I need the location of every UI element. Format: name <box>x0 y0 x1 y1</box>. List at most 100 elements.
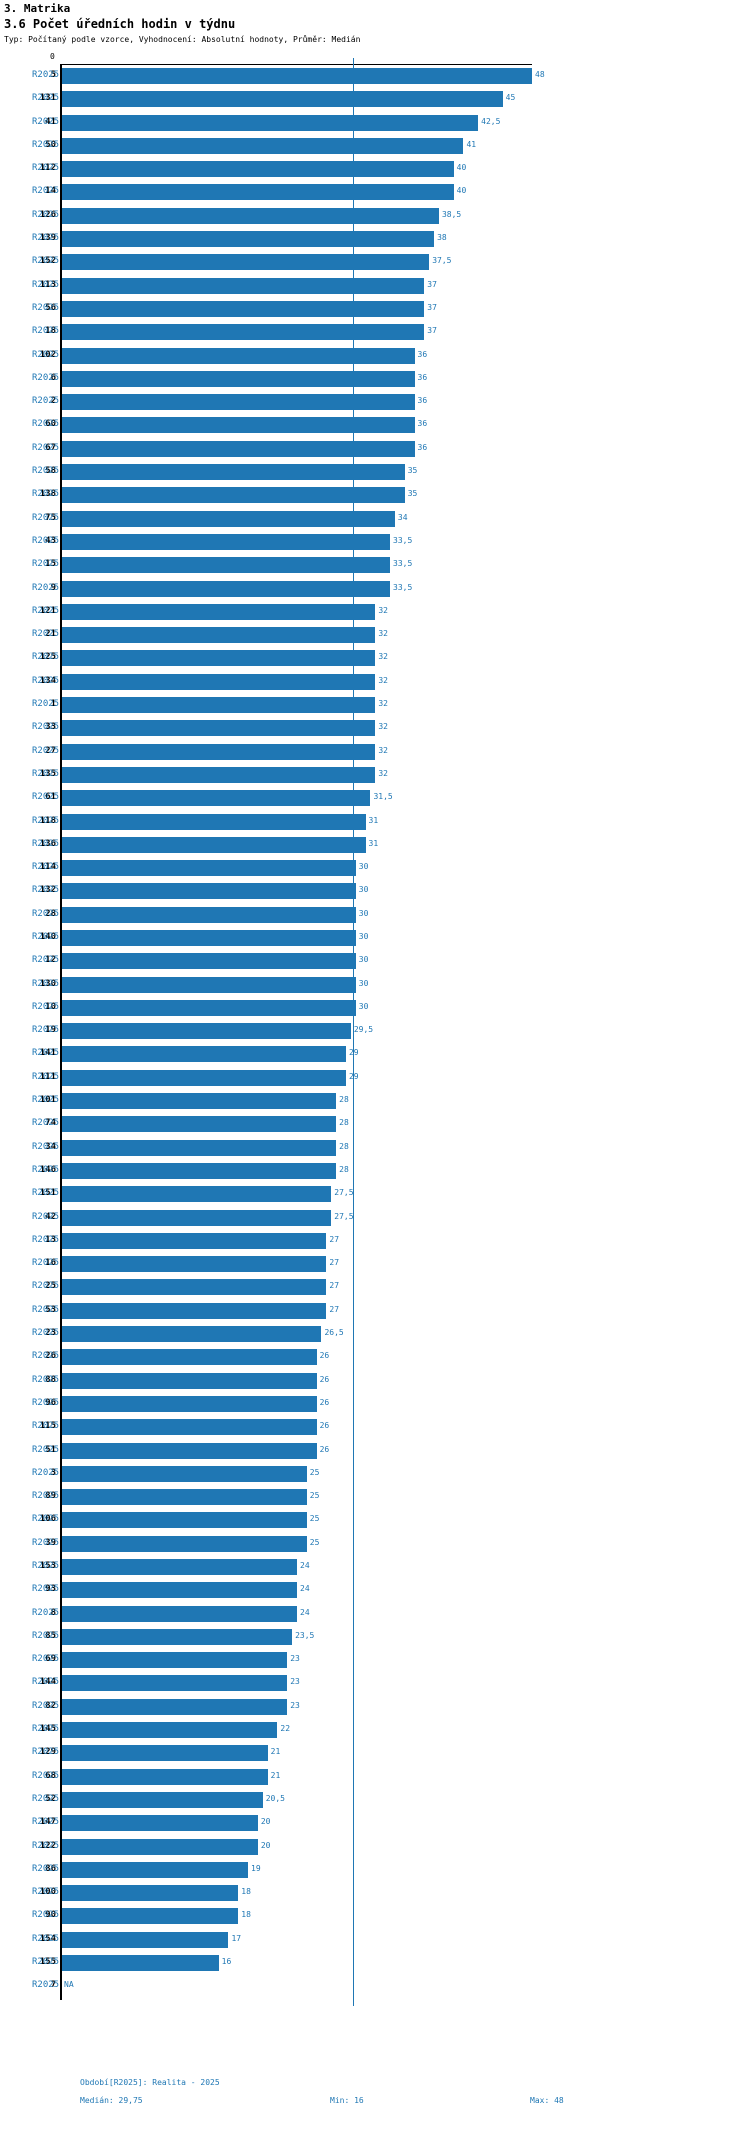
bar[interactable] <box>62 231 435 248</box>
bar-row[interactable]: 43 R2025 33,5 <box>0 531 750 554</box>
bar-row[interactable]: 130 R2025 30 <box>0 974 750 997</box>
bar[interactable] <box>62 1419 317 1436</box>
bar-row[interactable]: 26 R2025 26 <box>0 1346 750 1369</box>
bar-row[interactable]: 74 R2025 28 <box>0 1113 750 1136</box>
bar-row[interactable]: 86 R2025 19 <box>0 1859 750 1882</box>
bar-row[interactable]: 96 R2025 26 <box>0 1393 750 1416</box>
bar-row[interactable]: 82 R2025 23 <box>0 1696 750 1719</box>
bar-row[interactable]: 112 R2025 40 <box>0 158 750 181</box>
bar-row[interactable]: 12 R2025 30 <box>0 950 750 973</box>
bar[interactable] <box>62 1232 327 1249</box>
bar-row[interactable]: 33 R2025 32 <box>0 717 750 740</box>
bar-row[interactable]: 53 R2025 27 <box>0 1300 750 1323</box>
bar-row[interactable]: 154 R2025 17 <box>0 1929 750 1952</box>
bar-row[interactable]: 138 R2025 35 <box>0 484 750 507</box>
bar-row[interactable]: 50 R2025 41 <box>0 135 750 158</box>
bar[interactable] <box>62 976 356 993</box>
bar[interactable] <box>62 953 356 970</box>
bar[interactable] <box>62 650 376 667</box>
bar[interactable] <box>62 1069 346 1086</box>
bar[interactable] <box>62 1559 297 1575</box>
bar-row[interactable]: 34 R2025 28 <box>0 1137 750 1160</box>
bar[interactable] <box>62 1349 317 1366</box>
bar-row[interactable]: 146 R2025 28 <box>0 1160 750 1183</box>
bar[interactable] <box>62 1046 346 1063</box>
bar[interactable] <box>62 417 415 434</box>
bar-row[interactable]: 52 R2025 20,5 <box>0 1789 750 1812</box>
bar-row[interactable]: 41 R2025 42,5 <box>0 112 750 135</box>
bar[interactable] <box>62 766 376 783</box>
bar-row[interactable]: 67 R2025 36 <box>0 438 750 461</box>
bar[interactable] <box>62 929 356 946</box>
bar[interactable] <box>62 1302 327 1319</box>
bar-row[interactable]: 6 R2025 36 <box>0 368 750 391</box>
bar[interactable] <box>62 1791 263 1808</box>
bar[interactable] <box>62 1768 268 1785</box>
bar-row[interactable]: 129 R2025 21 <box>0 1742 750 1765</box>
bar-row[interactable]: 125 R2025 32 <box>0 647 750 670</box>
bar[interactable] <box>62 1442 317 1459</box>
bar-row[interactable]: 134 R2025 32 <box>0 671 750 694</box>
bar[interactable] <box>62 347 415 364</box>
bar-row[interactable]: 68 R2025 21 <box>0 1766 750 1789</box>
bar[interactable] <box>62 673 376 690</box>
bar[interactable] <box>62 184 454 201</box>
bar[interactable] <box>62 603 376 620</box>
bar[interactable] <box>62 1745 268 1762</box>
bar[interactable] <box>62 790 371 807</box>
bar[interactable] <box>62 1186 332 1203</box>
bar-row[interactable]: 147 R2025 20 <box>0 1812 750 1835</box>
bar-row[interactable]: 56 R2025 37 <box>0 298 750 321</box>
bar-row[interactable]: 144 R2025 23 <box>0 1672 750 1695</box>
bar-row[interactable]: 88 R2025 26 <box>0 1370 750 1393</box>
bar[interactable] <box>62 300 425 317</box>
bar-row[interactable]: 23 R2025 26,5 <box>0 1323 750 1346</box>
bar-row[interactable]: 42 R2025 27,5 <box>0 1207 750 1230</box>
bar[interactable] <box>62 1139 337 1156</box>
bar-row[interactable]: 5 R2025 48 <box>0 65 750 88</box>
bar[interactable] <box>62 1209 332 1226</box>
bar-row[interactable]: 60 R2025 36 <box>0 414 750 437</box>
bar-row[interactable]: 136 R2025 31 <box>0 834 750 857</box>
bar-row[interactable]: 10 R2025 30 <box>0 997 750 1020</box>
bar[interactable] <box>62 1372 317 1389</box>
bar[interactable] <box>62 1116 337 1133</box>
bar-row[interactable]: 25 R2025 27 <box>0 1276 750 1299</box>
bar-row[interactable]: 75 R2025 34 <box>0 508 750 531</box>
bar[interactable] <box>62 1582 297 1599</box>
bar-row[interactable]: 155 R2025 16 <box>0 1952 750 1975</box>
bar[interactable] <box>62 1256 327 1273</box>
bar[interactable] <box>62 207 439 224</box>
bar[interactable] <box>62 557 391 574</box>
bar[interactable] <box>62 1512 307 1529</box>
bar[interactable] <box>62 1675 288 1692</box>
bar-row[interactable]: 152 R2025 37,5 <box>0 251 750 274</box>
bar[interactable] <box>62 627 376 644</box>
bar[interactable] <box>62 370 415 387</box>
bar-row[interactable]: 13 R2025 27 <box>0 1230 750 1253</box>
bar[interactable] <box>62 743 376 760</box>
bar-row[interactable]: 90 R2025 18 <box>0 1905 750 1928</box>
bar-row[interactable]: 15 R2025 33,5 <box>0 554 750 577</box>
bar[interactable] <box>62 464 405 481</box>
bar[interactable] <box>62 254 430 271</box>
bar[interactable] <box>62 68 532 84</box>
bar[interactable] <box>62 1465 307 1482</box>
bar[interactable] <box>62 836 366 853</box>
bar[interactable] <box>62 1279 327 1296</box>
bar[interactable] <box>62 137 464 154</box>
bar[interactable] <box>62 510 395 527</box>
bar[interactable] <box>62 813 366 830</box>
bar[interactable] <box>62 1838 258 1855</box>
bar-row[interactable]: 85 R2025 23,5 <box>0 1626 750 1649</box>
bar[interactable] <box>62 1908 239 1925</box>
bar-row[interactable]: 51 R2025 26 <box>0 1440 750 1463</box>
bar-row[interactable]: 39 R2025 25 <box>0 1533 750 1556</box>
bar-row[interactable]: 102 R2025 36 <box>0 345 750 368</box>
bar-row[interactable]: 122 R2025 20 <box>0 1836 750 1859</box>
bar[interactable] <box>62 1489 307 1506</box>
bar[interactable] <box>62 533 391 550</box>
bar-row[interactable]: 140 R2025 30 <box>0 927 750 950</box>
bar[interactable] <box>62 906 356 923</box>
bar-row[interactable]: 131 R2025 45 <box>0 88 750 111</box>
